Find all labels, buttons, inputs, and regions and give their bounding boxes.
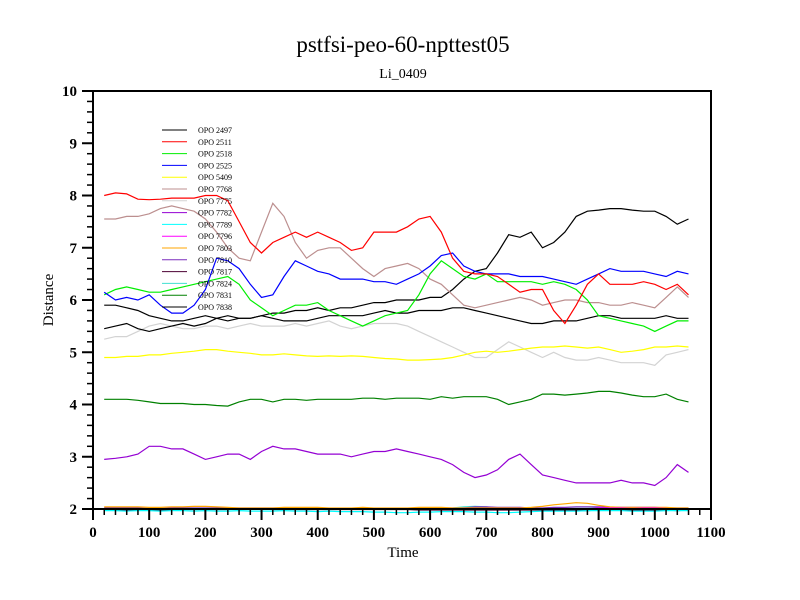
x-tick-label: 600 [419,525,442,541]
x-tick-label: 700 [475,525,498,541]
legend-label: OPO 7796 [198,232,232,241]
series-line-opo-7831 [104,390,689,407]
x-tick-label: 400 [306,525,329,541]
axes: 0 100 200 300 400 500 600 700 800 900 1000 1100 2 3 4 5… [62,84,726,541]
legend-label: OPO 2497 [198,126,232,135]
legend-label: OPO 7782 [198,209,232,218]
series-line-opo-7768 [104,202,689,309]
series-line-opo-5409 [104,345,689,361]
y-tick-label: 6 [70,293,78,309]
x-tick-label: 300 [250,525,273,541]
legend-label: OPO 2525 [198,161,232,170]
y-tick-label: 3 [70,450,78,466]
x-axis-label: Time [387,545,418,561]
x-tick-label: 100 [138,525,161,541]
legend-label: OPO 7789 [198,220,232,229]
series-line-opo-2525 [103,252,689,314]
legend-label: OPO 2518 [198,150,232,159]
legend-label: OPO 7768 [198,185,232,194]
legend-label: OPO 7838 [198,303,232,312]
x-tick-label: 500 [363,525,386,541]
legend-label: OPO 7817 [198,268,232,277]
series-layer [103,192,689,514]
series-line-opo-2511 [104,192,689,325]
legend-label: OPO 7803 [198,244,232,253]
y-tick-label: 7 [70,241,78,257]
series-line-opo-7782 [104,445,689,487]
x-tick-label: 800 [531,525,554,541]
chart-subtitle: Li_0409 [379,67,426,82]
legend-label: OPO 7775 [198,197,232,206]
y-tick-label: 10 [62,84,77,100]
x-tick-label: 0 [89,525,97,541]
x-tick-label: 1100 [696,525,725,541]
y-tick-label: 9 [70,136,78,152]
series-line-opo-7775 [104,320,689,366]
y-axis-label: Distance [41,273,57,326]
y-tick-label: 8 [70,189,78,205]
y-tick-label: 5 [70,345,78,361]
legend-label: OPO 7831 [198,291,232,300]
y-tick-label: 2 [70,502,78,518]
chart-title: pstfsi-peo-60-npttest05 [296,32,509,57]
x-tick-label: 900 [587,525,610,541]
x-tick-label: 200 [194,525,217,541]
legend-label: OPO 7824 [198,279,232,288]
y-tick-label: 4 [70,398,78,414]
legend-label: OPO 5409 [198,173,232,182]
legend-label: OPO 7810 [198,256,232,265]
series-line-opo-2518 [103,259,689,333]
legend: OPO 2497 OPO 2511 OPO 2518 OPO 2525 OPO 5409… [162,126,232,312]
series-line-opo-2497 [104,208,689,333]
legend-label: OPO 2511 [198,138,232,147]
series-line-opo-7838 [104,304,689,325]
x-tick-label: 1000 [640,525,670,541]
